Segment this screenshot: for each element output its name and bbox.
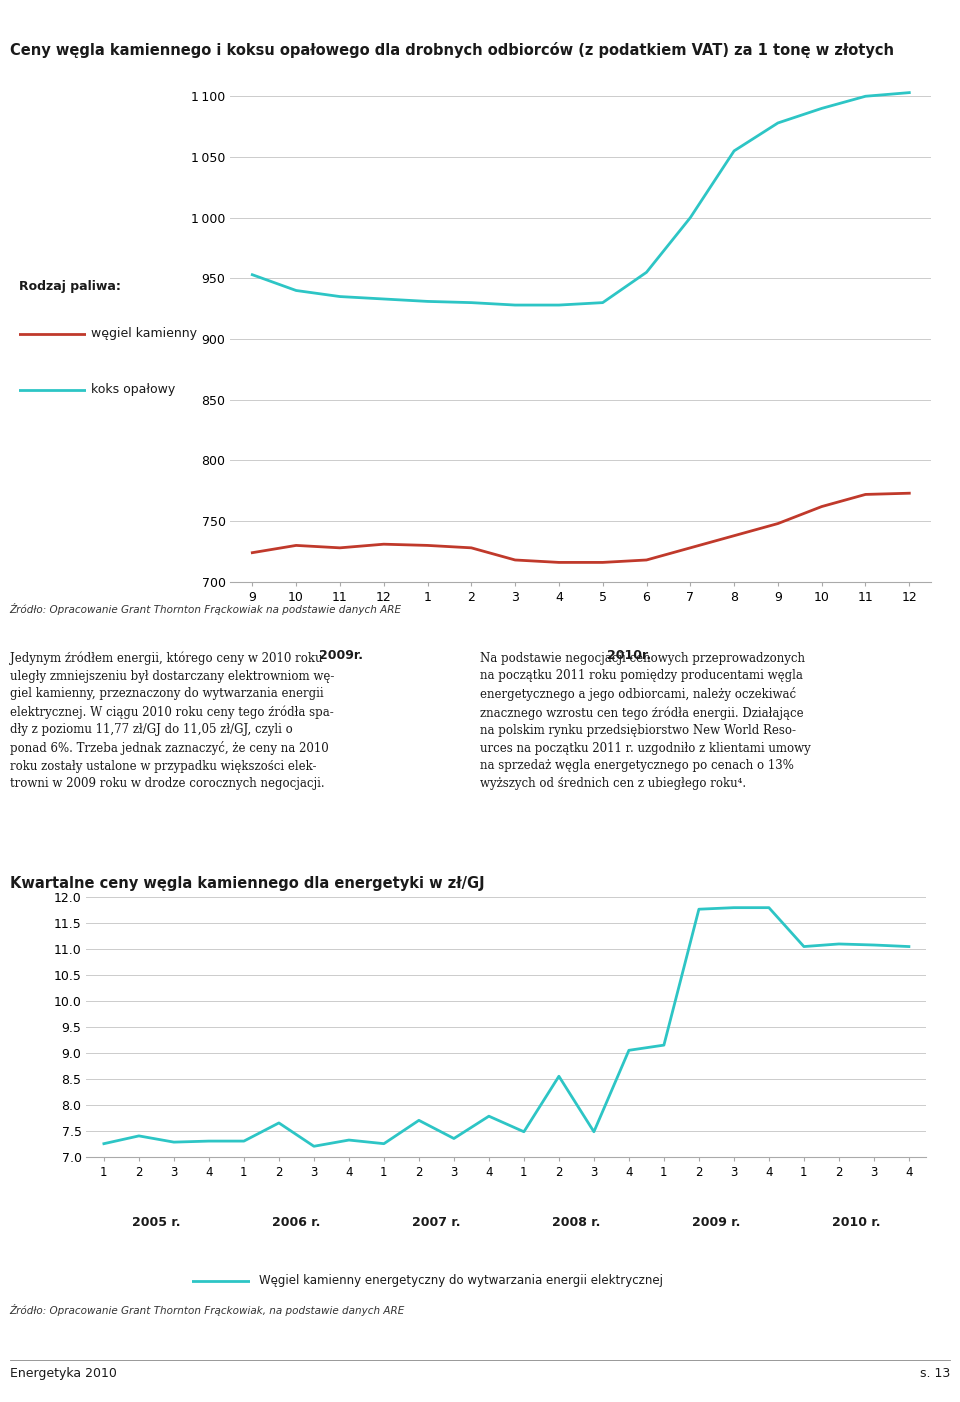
Text: Rodzaj paliwa:: Rodzaj paliwa: <box>19 280 121 293</box>
Text: Węgiel kamienny energetyczny do wytwarzania energii elektrycznej: Węgiel kamienny energetyczny do wytwarza… <box>259 1273 663 1287</box>
Text: 2008 r.: 2008 r. <box>552 1216 601 1228</box>
Text: 2007 r.: 2007 r. <box>412 1216 461 1228</box>
Text: 2010r.: 2010r. <box>607 649 651 662</box>
Text: Ceny węgla kamiennego i koksu opałowego dla drobnych odbiorców (z podatkiem VAT): Ceny węgla kamiennego i koksu opałowego … <box>10 42 894 57</box>
Text: węgiel kamienny: węgiel kamienny <box>91 327 197 341</box>
Text: Jedynym źródłem energii, którego ceny w 2010 roku
uległy zmniejszeniu był dostar: Jedynym źródłem energii, którego ceny w … <box>10 652 334 791</box>
Text: Na podstawie negocjacji cenowych przeprowadzonych
na początku 2011 roku pomiędzy: Na podstawie negocjacji cenowych przepro… <box>480 652 811 789</box>
Text: koks opałowy: koks opałowy <box>91 383 176 397</box>
Text: Źródło: Opracowanie Grant Thornton Frąckowiak, na podstawie danych ARE: Źródło: Opracowanie Grant Thornton Frąck… <box>10 1304 405 1316</box>
Text: Kwartalne ceny węgla kamiennego dla energetyki w zł/GJ: Kwartalne ceny węgla kamiennego dla ener… <box>10 876 484 892</box>
Text: 2009r.: 2009r. <box>319 649 363 662</box>
Text: 2009 r.: 2009 r. <box>692 1216 740 1228</box>
Text: Energetyka 2010: Energetyka 2010 <box>10 1367 116 1380</box>
Text: s. 13: s. 13 <box>920 1367 950 1380</box>
Text: 2006 r.: 2006 r. <box>273 1216 321 1228</box>
Text: 2005 r.: 2005 r. <box>132 1216 180 1228</box>
Text: Źródło: Opracowanie Grant Thornton Frąckowiak na podstawie danych ARE: Źródło: Opracowanie Grant Thornton Frąck… <box>10 603 401 615</box>
Text: 2010 r.: 2010 r. <box>832 1216 880 1228</box>
